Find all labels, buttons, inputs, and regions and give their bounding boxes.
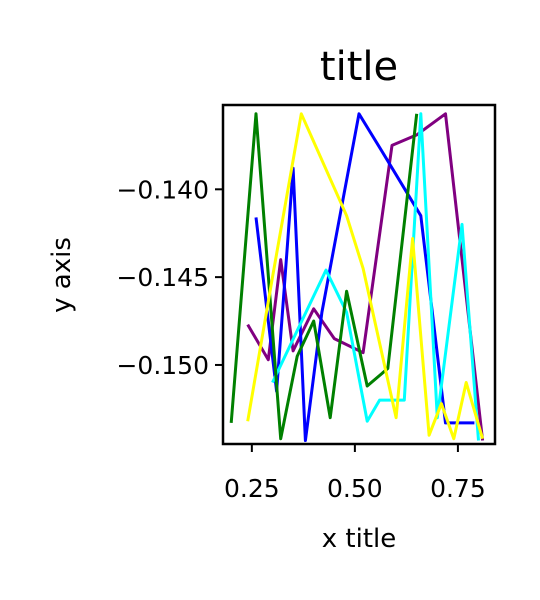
series-layer xyxy=(229,112,485,442)
series-line-4 xyxy=(229,112,419,441)
y-tick-label: −0.145 xyxy=(116,263,209,292)
plot-area xyxy=(229,112,485,442)
x-ticks: 0.25 0.50 0.75 xyxy=(224,444,486,503)
series-line-1 xyxy=(246,112,485,441)
y-axis-label: y axis xyxy=(47,237,77,313)
y-tick-label: −0.140 xyxy=(116,175,209,204)
x-tick-label: 0.25 xyxy=(224,474,280,503)
x-tick-label: 0.75 xyxy=(430,474,486,503)
chart-title: title xyxy=(320,44,398,90)
x-axis-label: x title xyxy=(322,524,396,554)
y-tick-label: −0.150 xyxy=(116,351,209,380)
series-line-5 xyxy=(246,112,485,441)
y-ticks: −0.140 −0.145 −0.150 xyxy=(116,175,223,380)
x-tick-label: 0.50 xyxy=(327,474,383,503)
plot-frame xyxy=(221,103,497,446)
